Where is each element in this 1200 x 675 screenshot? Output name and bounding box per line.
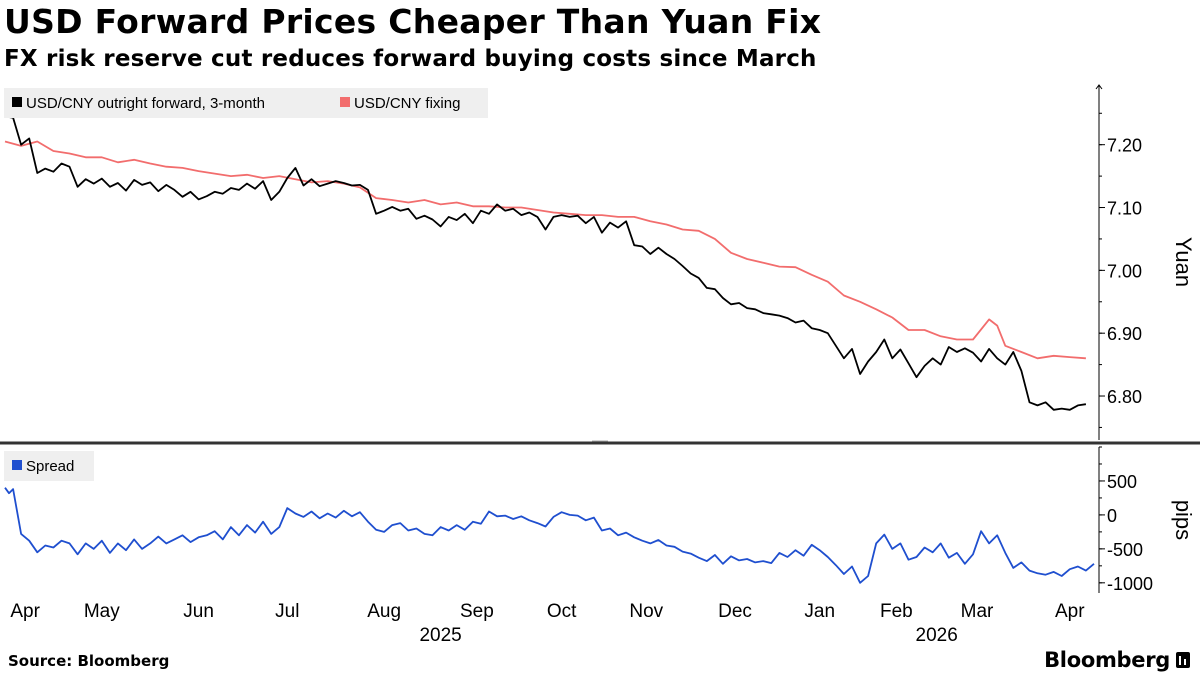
x-tick-label-month: Jan: [804, 601, 835, 622]
top-legend: USD/CNY outright forward, 3-month USD/CN…: [4, 88, 488, 118]
series-line-forward: [4, 115, 1087, 411]
brand-name: Bloomberg: [1044, 648, 1170, 672]
bloomberg-terminal-icon: [1176, 652, 1190, 668]
top-panel: 6.80 6.90 7.00 7.10 7.20 Yuan USD/CNY outrig…: [4, 84, 1196, 440]
legend-swatch-fixing: [340, 97, 350, 107]
top-y-tick-label: 7.00: [1107, 261, 1142, 281]
top-y-tick-label: 7.10: [1107, 199, 1142, 219]
bottom-y-tick-label: 0: [1107, 506, 1117, 526]
x-tick-label-month: Mar: [961, 601, 994, 622]
top-y-ticks: 6.80 6.90 7.00 7.10 7.20: [1095, 84, 1142, 428]
x-tick-label-year: 2025: [419, 625, 461, 646]
x-tick-label-month: May: [84, 601, 120, 622]
x-axis: Apr May Jun Jul Aug Sep Oct Nov Dec Jan Feb Mar Apr 2…: [10, 601, 1085, 646]
x-tick-label-month: Jul: [275, 601, 299, 622]
x-tick-label-month: Apr: [1055, 601, 1085, 622]
source-note: Source: Bloomberg: [8, 652, 170, 670]
legend-label-spread: Spread: [26, 458, 74, 475]
top-y-tick-label: 6.80: [1107, 387, 1142, 407]
bottom-panel: -1000 -500 0 500 pips Spread: [4, 446, 1196, 594]
bottom-legend: Spread: [4, 451, 94, 481]
chart-subtitle: FX risk reserve cut reduces forward buyi…: [4, 46, 817, 72]
bottom-y-ticks: -1000 -500 0 500: [1099, 446, 1153, 594]
legend-swatch-spread: [12, 460, 22, 470]
x-tick-label-month: Jun: [183, 601, 214, 622]
bottom-y-tick-label: -1000: [1107, 574, 1153, 594]
top-series-group: [4, 115, 1087, 411]
top-y-tick-label: 7.20: [1107, 136, 1142, 156]
bloomberg-logo: Bloomberg: [1044, 648, 1190, 672]
x-tick-label-month: Oct: [547, 601, 577, 622]
top-y-axis-label: Yuan: [1171, 237, 1196, 287]
legend-swatch-forward: [12, 97, 22, 107]
series-line-spread: [4, 487, 1095, 584]
top-axis-arrow: [1095, 84, 1103, 90]
x-tick-label-year: 2026: [916, 625, 958, 646]
legend-label-forward: USD/CNY outright forward, 3-month: [26, 95, 265, 112]
x-tick-label-month: Nov: [629, 601, 663, 622]
x-tick-label-month: Dec: [718, 601, 752, 622]
bottom-series-group: [4, 487, 1095, 584]
top-y-tick-label: 6.90: [1107, 324, 1142, 344]
x-tick-label-month: Sep: [460, 601, 494, 622]
x-tick-label-month: Feb: [880, 601, 913, 622]
top-legend-background: [4, 88, 488, 118]
bottom-y-tick-label: 500: [1107, 472, 1137, 492]
legend-label-fixing: USD/CNY fixing: [354, 95, 460, 112]
chart-title: USD Forward Prices Cheaper Than Yuan Fix: [4, 2, 822, 41]
bottom-y-axis-label: pips: [1171, 500, 1196, 540]
x-tick-label-month: Apr: [10, 601, 40, 622]
bottom-y-tick-label: -500: [1107, 540, 1143, 560]
series-line-fixing: [4, 140, 1086, 360]
x-tick-label-month: Aug: [367, 601, 401, 622]
